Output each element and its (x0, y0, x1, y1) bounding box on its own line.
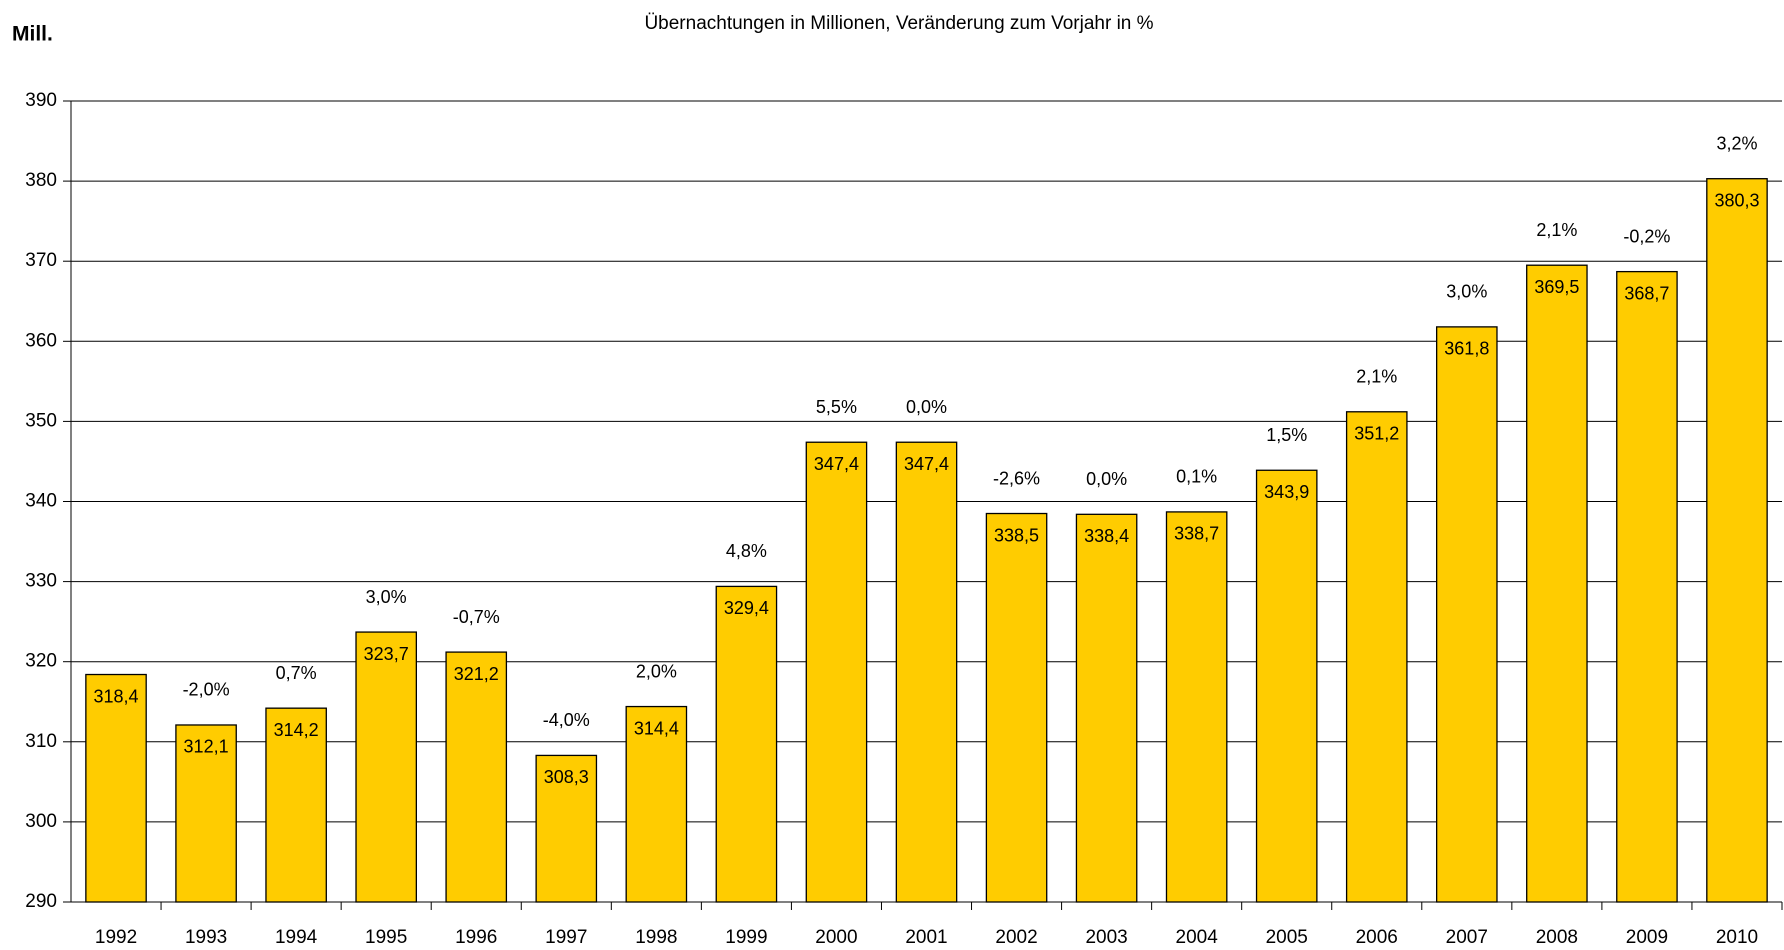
bar (355, 631, 418, 903)
change-label: -0,7% (453, 607, 500, 627)
value-label: 351,2 (1354, 424, 1399, 444)
value-label: 380,3 (1714, 190, 1759, 210)
x-tick-label: 1994 (275, 927, 318, 948)
y-tick-label: 370 (25, 250, 57, 271)
x-tick-label: 2005 (1266, 927, 1308, 948)
value-label: 338,7 (1174, 524, 1219, 544)
value-label: 314,4 (634, 718, 679, 738)
bar (1345, 411, 1408, 903)
value-label: 323,7 (364, 644, 409, 664)
change-label: 2,1% (1356, 367, 1397, 387)
bar (1165, 511, 1228, 903)
change-label: -2,6% (993, 468, 1040, 488)
change-label: 0,0% (906, 397, 947, 417)
y-tick-label: 380 (25, 170, 57, 191)
y-tick-label: 310 (25, 731, 57, 752)
change-label: 5,5% (816, 397, 857, 417)
bar (1255, 469, 1318, 903)
value-label: 329,4 (724, 598, 769, 618)
y-tick-label: 330 (25, 571, 57, 592)
bar (1706, 178, 1768, 903)
value-label: 308,3 (544, 767, 589, 787)
value-label: 368,7 (1624, 283, 1669, 303)
x-tick-label: 2004 (1176, 927, 1219, 948)
bar (715, 585, 778, 903)
value-label: 312,1 (184, 737, 229, 757)
y-tick-label: 320 (25, 651, 57, 672)
bar (445, 651, 508, 903)
change-label: 0,0% (1086, 469, 1127, 489)
value-label: 369,5 (1534, 277, 1579, 297)
bar (895, 441, 958, 903)
change-label: 2,0% (636, 661, 677, 681)
x-tick-label: 1998 (635, 927, 677, 948)
x-tick-label: 1996 (455, 927, 497, 948)
y-tick-label: 290 (25, 891, 57, 912)
x-tick-label: 2007 (1446, 927, 1488, 948)
y-tick-label: 360 (25, 330, 57, 351)
chart-title: Übernachtungen in Millionen, Veränderung… (644, 13, 1153, 34)
x-tick-label: 1999 (725, 927, 767, 948)
change-label: 3,0% (1446, 282, 1487, 302)
bar (1616, 270, 1678, 903)
value-label: 338,4 (1084, 526, 1129, 546)
x-tick-label: 2003 (1085, 927, 1127, 948)
value-label: 338,5 (994, 525, 1039, 545)
bar (535, 754, 598, 903)
value-label: 343,9 (1264, 482, 1309, 502)
bar (1075, 513, 1138, 903)
value-label: 347,4 (904, 454, 949, 474)
x-tick-label: 2010 (1716, 927, 1758, 948)
change-label: 3,0% (366, 587, 407, 607)
change-label: 1,5% (1266, 425, 1307, 445)
value-label: 318,4 (94, 686, 139, 706)
change-label: -4,0% (543, 710, 590, 730)
change-label: -2,0% (183, 680, 230, 700)
value-label: 314,2 (274, 720, 319, 740)
x-tick-label: 2002 (995, 927, 1037, 948)
value-label: 361,8 (1444, 339, 1489, 359)
bar (175, 724, 237, 903)
value-label: 321,2 (454, 664, 499, 684)
bar (1526, 264, 1588, 903)
x-tick-label: 1993 (185, 927, 227, 948)
bar (985, 512, 1048, 903)
bar (85, 673, 147, 903)
value-label: 347,4 (814, 454, 859, 474)
x-tick-label: 1995 (365, 927, 407, 948)
bar (265, 707, 327, 903)
bar (1435, 326, 1498, 903)
y-tick-label: 300 (25, 811, 57, 832)
x-tick-label: 1997 (545, 927, 587, 948)
change-label: 0,1% (1176, 467, 1217, 487)
y-tick-label: 340 (25, 491, 57, 512)
bar (625, 705, 688, 903)
change-label: -0,2% (1623, 226, 1670, 246)
x-tick-label: 2006 (1356, 927, 1398, 948)
change-label: 0,7% (276, 663, 317, 683)
x-tick-label: 1992 (95, 927, 137, 948)
change-label: 4,8% (726, 541, 767, 561)
x-tick-label: 2009 (1626, 927, 1668, 948)
y-axis-label: Mill. (12, 23, 53, 46)
x-tick-label: 2008 (1536, 927, 1578, 948)
change-label: 2,1% (1536, 220, 1577, 240)
x-tick-label: 2001 (905, 927, 947, 948)
bar (805, 441, 868, 903)
change-label: 3,2% (1716, 133, 1757, 153)
y-tick-label: 390 (25, 90, 57, 111)
y-tick-label: 350 (25, 410, 57, 431)
x-tick-label: 2000 (815, 927, 857, 948)
